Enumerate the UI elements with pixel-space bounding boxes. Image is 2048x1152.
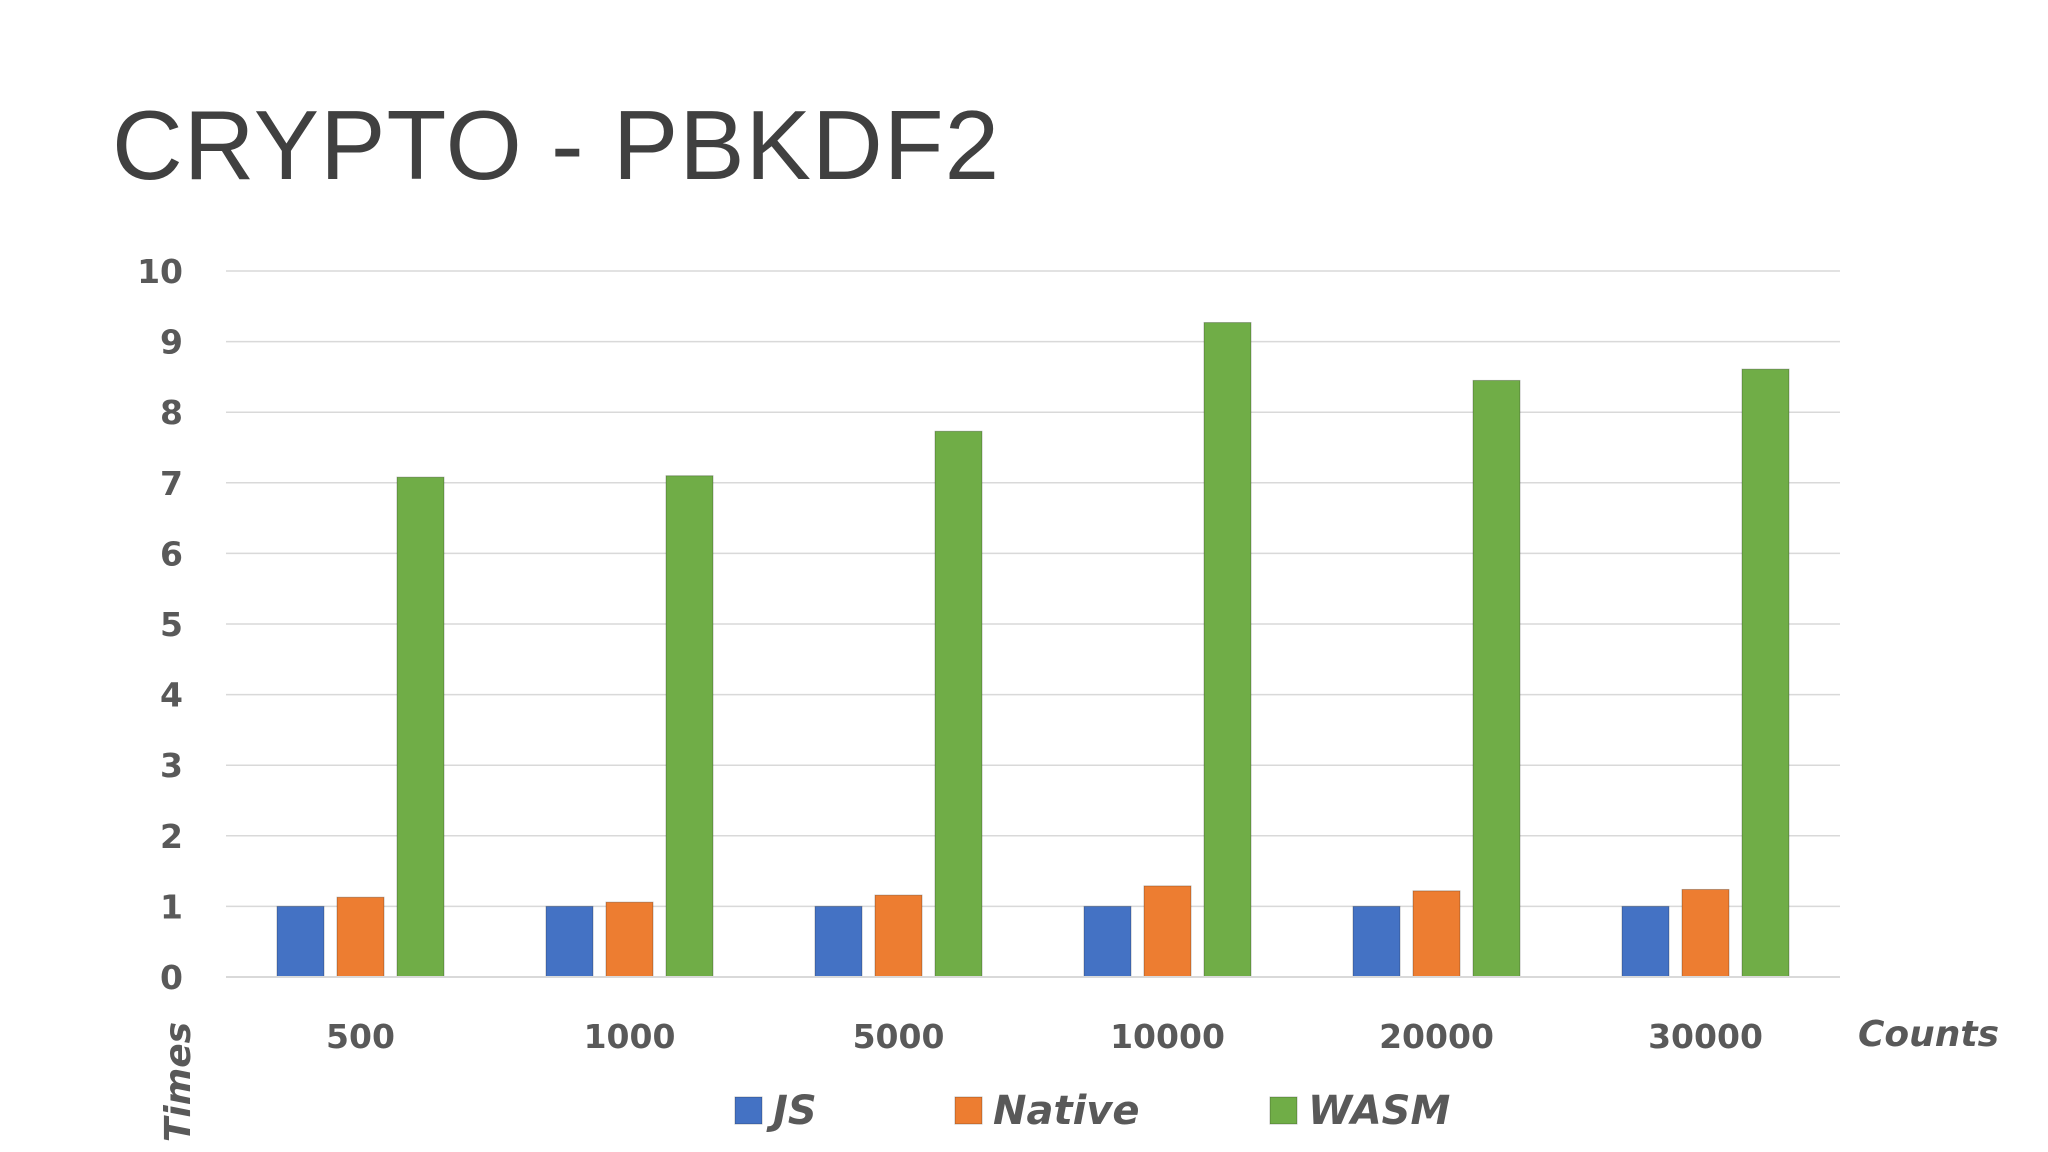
- bar-native-500: [336, 896, 385, 978]
- legend-swatch-wasm: [1269, 1096, 1298, 1125]
- x-tick-label: 10000: [1110, 1017, 1225, 1056]
- y-tick-label: 2: [160, 817, 183, 856]
- bar-native-1000: [605, 901, 654, 978]
- y-tick-label: 9: [160, 323, 183, 362]
- y-axis-tick-labels: 0 1 2 3 4 5 6 7 8 9 10: [137, 252, 183, 997]
- legend-swatch-native: [954, 1096, 983, 1125]
- bar-wasm-5000: [934, 430, 983, 978]
- bar-wasm-20000: [1472, 379, 1521, 978]
- y-axis-title: Times: [158, 1022, 199, 1142]
- y-tick-label: 1: [160, 887, 183, 926]
- bars: [276, 322, 1790, 978]
- bar-native-20000: [1412, 890, 1461, 978]
- slide-title: CRYPTO - PBKDF2: [112, 90, 1001, 200]
- x-tick-label: 30000: [1648, 1017, 1763, 1056]
- y-tick-label: 6: [160, 534, 183, 573]
- y-tick-label: 5: [160, 605, 183, 644]
- y-tick-label: 8: [160, 393, 183, 432]
- y-tick-label: 0: [160, 958, 183, 997]
- legend-label-wasm: WASM: [1308, 1088, 1450, 1134]
- y-tick-label: 7: [160, 464, 183, 503]
- x-tick-label: 5000: [853, 1017, 945, 1056]
- bar-js-500: [276, 905, 325, 978]
- bar-wasm-10000: [1203, 322, 1252, 978]
- gridlines: [226, 270, 1840, 908]
- bar-native-30000: [1681, 888, 1730, 978]
- x-tick-label: 500: [326, 1017, 395, 1056]
- legend-label-js: JS: [766, 1088, 817, 1134]
- x-tick-label: 1000: [584, 1017, 676, 1056]
- bar-wasm-30000: [1741, 368, 1790, 978]
- legend: JS Native WASM: [734, 1088, 1450, 1134]
- bar-native-5000: [874, 894, 923, 978]
- y-tick-label: 4: [160, 676, 183, 715]
- x-axis-title: Counts: [1858, 1014, 1999, 1055]
- bar-js-5000: [814, 905, 863, 978]
- bar-js-1000: [545, 905, 594, 978]
- bar-native-10000: [1143, 885, 1192, 978]
- bar-wasm-1000: [665, 475, 714, 978]
- y-tick-label: 3: [160, 746, 183, 785]
- bar-wasm-500: [396, 476, 445, 978]
- legend-swatch-js: [734, 1096, 763, 1125]
- x-axis-tick-labels: 500 1000 5000 10000 20000 30000: [326, 1017, 1763, 1056]
- bar-js-30000: [1621, 905, 1670, 978]
- bar-js-20000: [1352, 905, 1401, 978]
- y-tick-label: 10: [137, 252, 183, 291]
- x-tick-label: 20000: [1379, 1017, 1494, 1056]
- bar-js-10000: [1083, 905, 1132, 978]
- legend-label-native: Native: [993, 1088, 1140, 1134]
